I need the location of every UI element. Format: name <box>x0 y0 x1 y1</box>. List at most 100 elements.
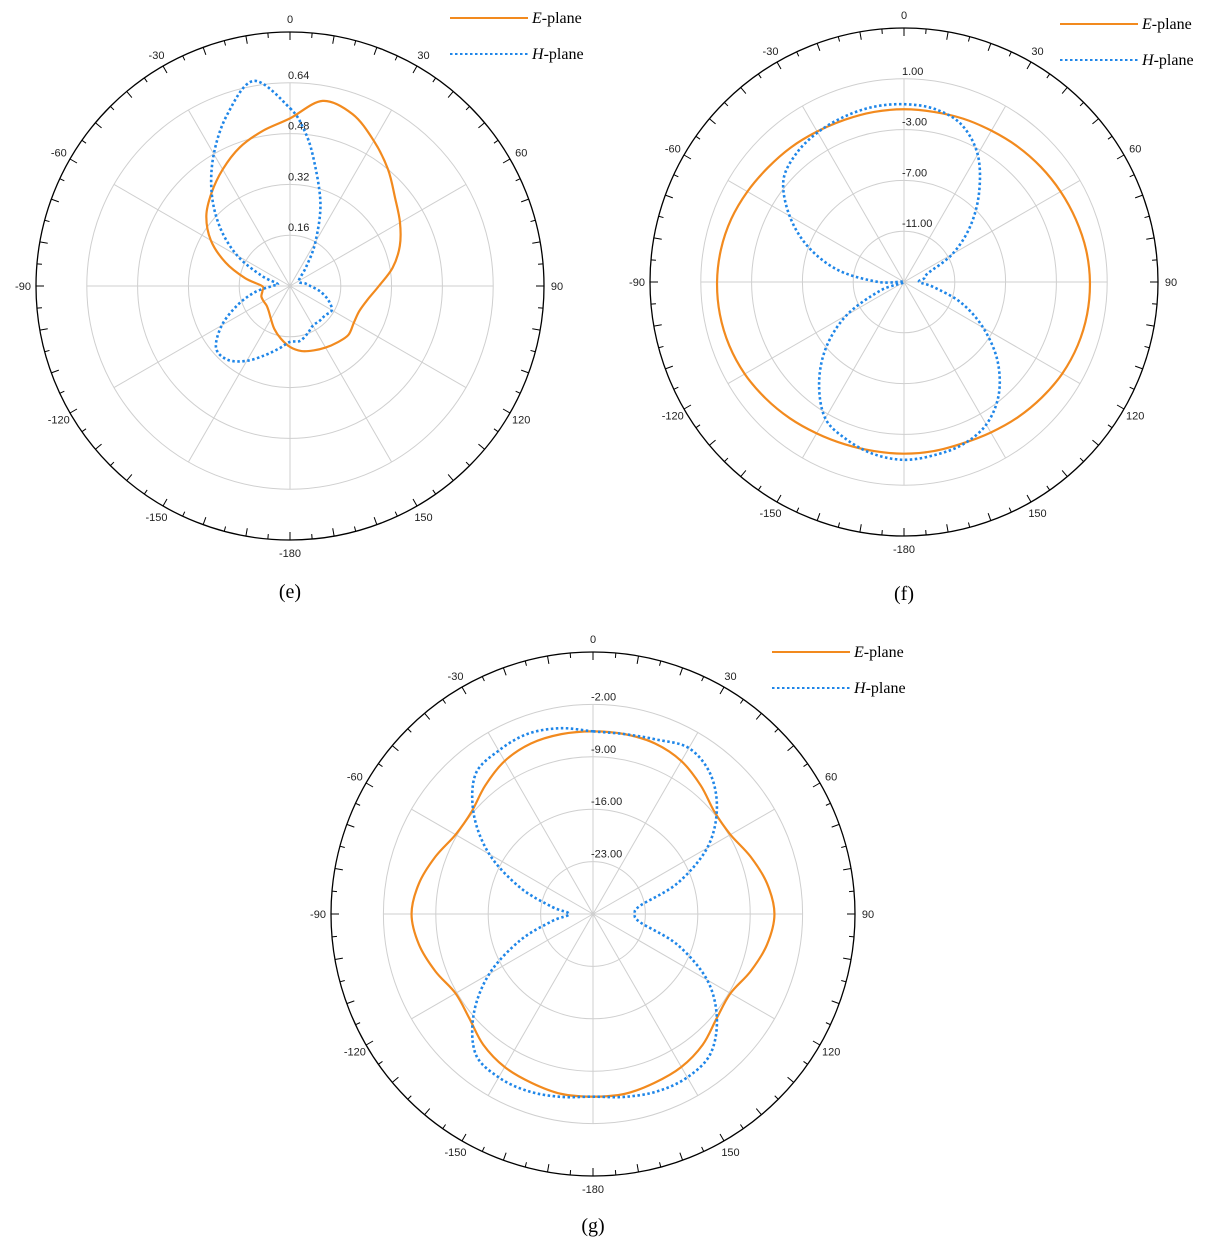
legend-h-label: H-plane <box>531 46 584 63</box>
radial-tick-label: -7.00 <box>902 167 927 179</box>
angle-tick <box>394 511 398 517</box>
radial-tick-label: -16.00 <box>591 796 622 808</box>
legend-e-label: E-plane <box>1141 16 1192 33</box>
angle-tick <box>447 91 454 98</box>
angle-tick <box>547 1164 550 1173</box>
angle-tick-label: -120 <box>662 411 684 423</box>
angle-tick-label: 120 <box>1126 411 1144 423</box>
grid-spoke <box>903 105 1007 283</box>
angle-tick <box>1061 470 1068 477</box>
angle-tick <box>407 1095 412 1100</box>
angle-tick <box>346 823 355 828</box>
angle-tick <box>346 1000 355 1005</box>
angle-tick <box>339 845 345 848</box>
angle-tick <box>412 498 418 507</box>
grid-spoke <box>592 913 775 1020</box>
legend-h-label: H-plane <box>1141 52 1194 69</box>
angle-tick <box>69 158 78 164</box>
angle-tick <box>665 365 674 370</box>
grid-spoke <box>113 285 291 389</box>
angle-tick <box>143 489 148 495</box>
angle-tick <box>1144 215 1150 219</box>
angle-tick <box>365 782 374 788</box>
angle-tick <box>787 745 795 752</box>
angle-tick <box>695 135 701 140</box>
angle-tick <box>659 1162 662 1168</box>
radial-tick-label: 1.00 <box>902 66 923 78</box>
angle-tick <box>442 1124 446 1129</box>
angle-tick <box>481 1146 485 1152</box>
h-plane-curve <box>470 726 719 1099</box>
angle-tick <box>51 198 60 203</box>
polar-chart-0: 0 30 60 90 120 150 -180 -150 -120 -90 -60 -30 0.16 0.… <box>15 10 584 603</box>
angle-tick-label: -180 <box>279 548 301 560</box>
angle-tick <box>1046 485 1051 491</box>
angle-tick <box>44 219 50 223</box>
angle-tick <box>245 35 248 44</box>
angle-tick-label: 90 <box>862 909 874 921</box>
angle-tick <box>653 324 662 327</box>
angle-tick <box>530 219 536 223</box>
angle-tick <box>967 522 971 528</box>
angle-tick <box>803 1061 808 1065</box>
angle-tick <box>709 439 716 446</box>
angle-tick <box>515 178 521 182</box>
grid-spoke <box>903 179 1081 283</box>
angle-tick <box>391 745 399 752</box>
angle-tick <box>202 47 207 56</box>
angle-tick <box>683 154 692 160</box>
angle-tick <box>465 461 470 466</box>
grid-spoke <box>592 732 699 915</box>
angle-tick <box>967 36 971 42</box>
grid-spoke <box>801 281 905 459</box>
angle-tick <box>695 424 701 429</box>
grid-spoke <box>289 183 467 287</box>
angle-tick <box>1146 237 1155 240</box>
angle-tick <box>796 51 800 57</box>
angle-tick <box>334 957 343 960</box>
angle-tick <box>816 43 821 52</box>
angle-tick <box>461 1133 467 1142</box>
angle-tick <box>719 1133 725 1142</box>
angle-tick <box>502 1152 507 1161</box>
angle-tick <box>478 122 485 129</box>
angle-tick <box>520 369 529 374</box>
angle-tick <box>653 237 662 240</box>
angle-tick <box>378 763 383 767</box>
angle-tick <box>673 174 679 178</box>
angle-tick <box>353 526 357 532</box>
angle-tick <box>843 868 852 871</box>
angle-tick <box>679 667 684 676</box>
angle-tick <box>755 712 762 720</box>
angle-tick <box>701 1146 705 1152</box>
angle-tick <box>461 686 467 695</box>
angle-tick-label: -30 <box>149 50 165 62</box>
angle-tick <box>182 55 186 61</box>
angle-tick <box>1116 154 1125 160</box>
angle-tick <box>44 349 50 353</box>
grid-spoke <box>801 105 905 283</box>
legend-e-label: E-plane <box>853 644 904 661</box>
angle-tick-label: 0 <box>287 14 293 26</box>
angle-tick <box>202 516 207 525</box>
e-plane-curve <box>715 108 1092 455</box>
angle-tick <box>332 35 335 44</box>
angle-tick <box>757 73 762 79</box>
angle-tick <box>110 106 115 111</box>
angle-tick <box>659 660 662 666</box>
angle-tick <box>126 91 133 98</box>
angle-tick <box>373 516 378 525</box>
angle-tick <box>365 1040 374 1046</box>
angle-tick <box>481 676 485 682</box>
angle-tick <box>432 489 437 495</box>
angle-tick <box>740 699 744 704</box>
angle-tick <box>1146 324 1155 327</box>
angle-tick <box>1129 174 1135 178</box>
angle-tick-label: 0 <box>901 10 907 22</box>
angle-tick <box>1092 439 1099 446</box>
angle-tick <box>776 494 782 503</box>
angle-tick <box>1129 386 1135 390</box>
angle-tick <box>110 461 115 466</box>
angle-tick <box>502 667 507 676</box>
angle-tick <box>796 507 800 513</box>
